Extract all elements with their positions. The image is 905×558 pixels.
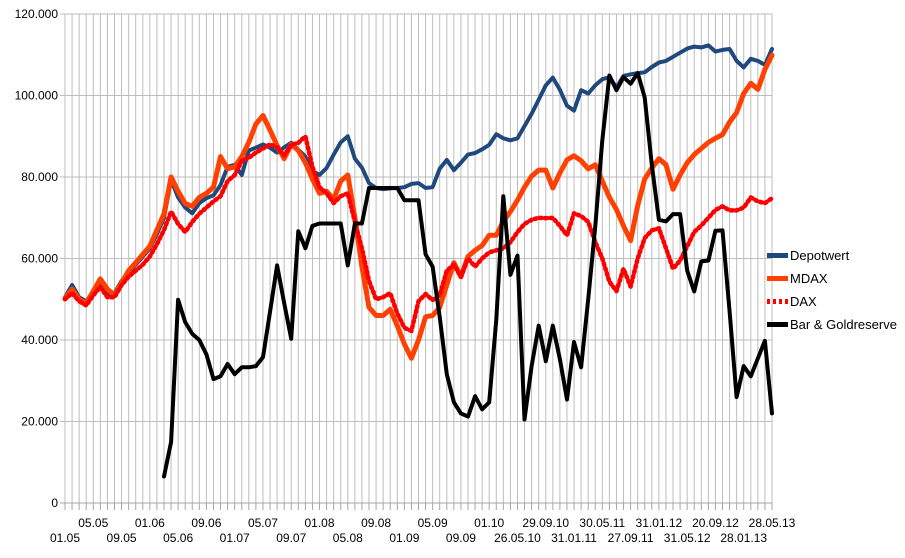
legend-key-mdax-line: [767, 276, 788, 281]
x-axis-tick-label: 31.01.11: [551, 531, 597, 545]
y-axis-tick-label: 120.000: [15, 7, 59, 21]
y-axis-tick-label: 0: [51, 496, 58, 510]
series-dax[interactable]: [62, 134, 775, 334]
x-axis-tick-label: 30.05.11: [579, 516, 625, 530]
legend-item-bar-goldreserve[interactable]: Bar & Goldreserve: [767, 313, 897, 336]
x-axis-tick-label: 01.07: [220, 531, 250, 545]
x-axis-tick-label: 01.05: [50, 531, 80, 545]
legend-label: DAX: [790, 294, 817, 309]
x-axis-tick-label: 28.01.13: [720, 531, 767, 545]
x-axis-tick-label: 05.06: [163, 531, 193, 545]
legend-label: MDAX: [790, 271, 828, 286]
legend-key-dax-line: [767, 299, 788, 304]
x-axis-tick-label: 09.07: [276, 531, 306, 545]
y-axis-tick-label: 100.000: [15, 89, 59, 103]
x-axis-tick-label: 01.06: [135, 516, 165, 530]
y-axis-tick-label: 60.000: [21, 252, 58, 266]
x-axis-tick-label: 31.01.12: [636, 516, 683, 530]
x-axis-tick-label: 09.06: [191, 516, 221, 530]
legend-item-depotwert[interactable]: Depotwert: [767, 244, 897, 267]
x-axis-tick-label: 29.09.10: [522, 516, 569, 530]
chart-legend: Depotwert MDAX DAX Bar & Goldreserve: [767, 244, 897, 336]
y-axis-tick-label: 40.000: [21, 333, 58, 347]
x-axis-tick-label: 01.09: [389, 531, 419, 545]
legend-key-depotwert-line: [767, 253, 788, 258]
x-axis-tick-label: 28.05.13: [749, 516, 796, 530]
x-axis-tick-label: 01.08: [305, 516, 335, 530]
x-axis-tick-label: 26.05.10: [494, 531, 541, 545]
legend-label: Depotwert: [790, 248, 850, 263]
legend-item-dax[interactable]: DAX: [767, 290, 897, 313]
y-axis-tick-label: 20.000: [21, 415, 58, 429]
x-axis-tick-label: 05.08: [333, 531, 363, 545]
x-axis-tick-label: 27.09.11: [608, 531, 654, 545]
x-axis-tick-label: 05.05: [78, 516, 108, 530]
x-axis-tick-label: 09.08: [361, 516, 391, 530]
legend-item-mdax[interactable]: MDAX: [767, 267, 897, 290]
legend-key-bar-goldreserve-line: [767, 322, 788, 327]
x-axis-tick-label: 31.05.12: [664, 531, 711, 545]
x-axis-tick-label: 01.10: [474, 516, 504, 530]
x-axis-tick-label: 05.07: [248, 516, 278, 530]
x-axis-tick-label: 09.09: [446, 531, 476, 545]
series-bar-goldreserve[interactable]: [162, 71, 774, 479]
x-axis-tick-label: 09.05: [107, 531, 137, 545]
x-axis-tick-label: 20.09.12: [692, 516, 739, 530]
y-axis-tick-label: 80.000: [21, 170, 58, 184]
legend-label: Bar & Goldreserve: [790, 317, 897, 332]
x-axis-tick-label: 05.09: [418, 516, 448, 530]
series-mdax[interactable]: [62, 52, 775, 361]
